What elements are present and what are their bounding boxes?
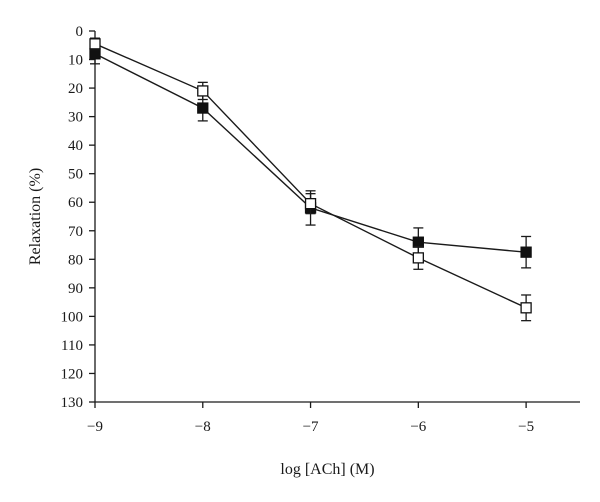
- y-axis-title: Relaxation (%): [27, 168, 44, 265]
- y-axis: 0 10 20 30 40 50 60 70 80 90 100 110 120 130: [61, 24, 96, 411]
- y-tick-label: 70: [68, 224, 83, 240]
- data-point-filled: [197, 102, 209, 114]
- series-line: [94, 43, 527, 309]
- y-tick-label: 0: [76, 24, 84, 40]
- x-axis-title: log [ACh] (M): [280, 461, 374, 478]
- x-tick-label: −7: [303, 419, 319, 435]
- y-tick-label: 130: [61, 395, 84, 411]
- data-point-filled: [412, 236, 424, 248]
- series-group: [89, 37, 532, 322]
- y-tick-label: 40: [68, 138, 83, 154]
- x-tick-label: −5: [518, 419, 534, 435]
- series-2: [89, 37, 532, 322]
- x-axis: −9 −8 −7 −6 −5: [87, 401, 580, 435]
- y-tick-label: 30: [68, 110, 83, 126]
- y-tick-label: 120: [61, 366, 84, 382]
- y-tick-label: 10: [68, 53, 83, 69]
- y-tick-label: 110: [61, 338, 83, 354]
- x-tick-label: −9: [87, 419, 103, 435]
- series-1: [89, 43, 532, 269]
- y-tick-label: 90: [68, 281, 83, 297]
- data-point-filled: [520, 246, 532, 258]
- data-point-open: [412, 252, 424, 264]
- data-point-open: [197, 85, 209, 97]
- y-tick-label: 100: [61, 309, 84, 325]
- data-point-filled: [89, 48, 101, 60]
- x-tick-label: −6: [410, 419, 426, 435]
- x-tick-label: −8: [195, 419, 211, 435]
- y-tick-label: 80: [68, 252, 83, 268]
- y-tick-label: 50: [68, 167, 83, 183]
- data-point-open: [520, 302, 532, 314]
- y-tick-label: 60: [68, 195, 83, 211]
- data-point-open: [89, 38, 101, 50]
- y-tick-label: 20: [68, 81, 83, 97]
- data-point-open: [304, 198, 317, 210]
